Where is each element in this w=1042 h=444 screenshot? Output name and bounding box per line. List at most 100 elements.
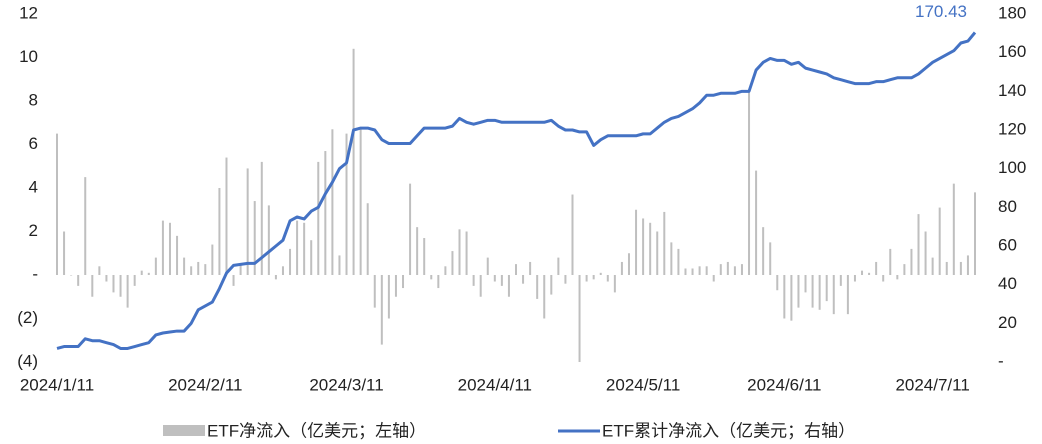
y-tick-label: 2 (29, 221, 38, 240)
bar (317, 161, 320, 275)
bar (211, 244, 214, 275)
bar (691, 268, 694, 275)
x-tick-label: 2024/4/11 (458, 375, 532, 394)
bar (465, 231, 468, 275)
bar (472, 275, 475, 286)
bar (945, 261, 948, 275)
x-tick-label: 2024/1/11 (20, 375, 94, 394)
bar (260, 161, 263, 275)
bar (324, 151, 327, 275)
bar (479, 275, 482, 297)
bar (204, 264, 207, 275)
bar (154, 257, 157, 275)
bar (402, 275, 405, 289)
bar (966, 255, 969, 275)
y2-tick-label: 80 (998, 197, 1017, 216)
bar (698, 266, 701, 275)
bar (811, 275, 814, 308)
bar (246, 168, 249, 275)
y2-tick-label: - (998, 351, 1004, 370)
bar (740, 264, 743, 275)
bar (119, 275, 122, 297)
bar (875, 261, 878, 275)
y2-tick-label: 140 (998, 81, 1026, 100)
bar (649, 222, 652, 275)
bar (797, 275, 800, 308)
bar (599, 272, 602, 275)
bar (409, 183, 412, 275)
bar (112, 275, 115, 293)
bar (373, 275, 376, 308)
bar (536, 275, 539, 299)
y-tick-label: - (32, 264, 38, 283)
bar (656, 231, 659, 275)
bar (133, 275, 136, 286)
bar (839, 275, 842, 286)
bar (832, 275, 835, 315)
bar (889, 248, 892, 275)
bar (578, 275, 581, 362)
bar (529, 261, 532, 275)
bar (63, 231, 66, 275)
bar (380, 275, 383, 345)
legend-label: ETF净流入（亿美元；左轴） (207, 421, 426, 440)
bar (190, 266, 193, 275)
bar (56, 133, 58, 275)
y2-tick-label: 20 (998, 313, 1017, 332)
bar (345, 133, 348, 275)
bar (726, 261, 729, 275)
bar (606, 275, 609, 282)
bar (804, 275, 807, 293)
bar (232, 275, 235, 286)
bar (296, 220, 299, 275)
bar (451, 251, 454, 275)
bar (140, 270, 143, 275)
bar (783, 275, 786, 319)
bar (733, 266, 736, 275)
bar (592, 275, 595, 280)
bar (952, 183, 955, 275)
y-tick-label: 4 (29, 177, 38, 196)
bar (825, 275, 828, 302)
bar (394, 275, 397, 297)
bar (613, 275, 616, 293)
bar (903, 264, 906, 275)
y2-tick-label: 100 (998, 158, 1026, 177)
bar (853, 275, 856, 282)
y-tick-label: 12 (19, 3, 38, 22)
y-tick-label: (4) (17, 351, 38, 370)
bar (77, 275, 80, 286)
bar (755, 170, 758, 275)
bar (147, 272, 150, 275)
bar (670, 242, 673, 275)
bar (917, 214, 920, 275)
bar (338, 255, 341, 275)
data-label: 170.43 (915, 2, 967, 21)
bar (931, 257, 934, 275)
legend-swatch (163, 425, 205, 436)
bar (366, 203, 369, 275)
bar (818, 275, 821, 310)
bar (959, 261, 962, 275)
bar (352, 48, 355, 275)
bar (98, 266, 101, 275)
bar (585, 275, 588, 282)
bar (564, 275, 567, 284)
x-tick-label: 2024/3/11 (309, 375, 383, 394)
y2-tick-label: 40 (998, 274, 1017, 293)
bar (253, 201, 256, 275)
bar (486, 257, 489, 275)
legend-label: ETF累计净流入（亿美元；右轴） (602, 421, 855, 440)
x-tick-label: 2024/5/11 (606, 375, 680, 394)
bar (974, 192, 976, 275)
bar (70, 275, 73, 276)
bar (684, 268, 687, 275)
bar (910, 248, 913, 275)
y-tick-label: (2) (17, 308, 38, 327)
bar (387, 275, 390, 319)
bar (677, 248, 680, 275)
y-tick-label: 8 (29, 90, 38, 109)
bar (267, 205, 270, 275)
bar (571, 194, 574, 275)
